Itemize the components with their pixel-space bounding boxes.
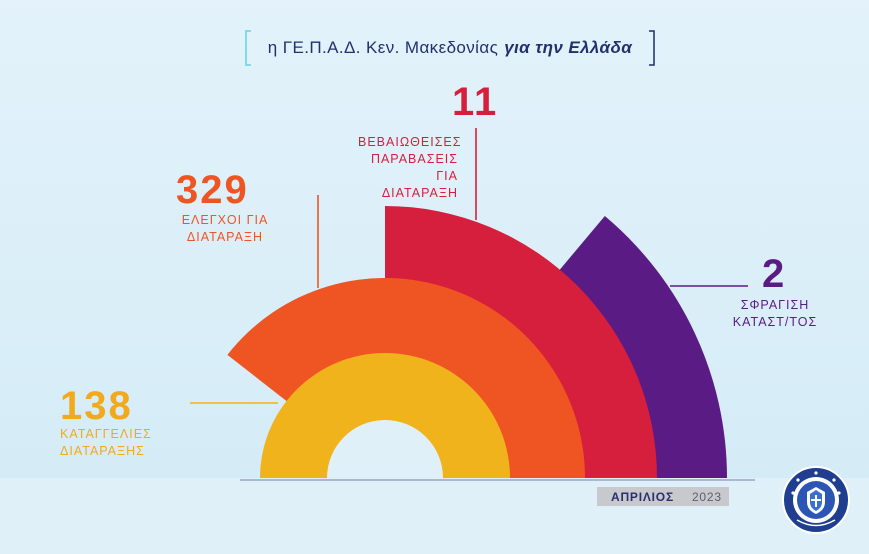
yellow-band [260,353,510,478]
label-line: ΚΑΤΑΣΤ/ΤΟΣ [732,315,818,329]
stat-value-violations: 11 [452,80,499,124]
stat-value-complaints: 138 [60,384,133,428]
stat-label-complaints: ΚΑΤΑΓΓΕΛΙΕΣ ΔΙΑΤΑΡΑΞΗΣ [60,426,152,460]
label-line: ΔΙΑΤΑΡΑΞΗ [186,230,264,244]
period-year: 2023 [691,489,722,504]
center-hole [327,420,443,478]
label-line: ΔΙΑΤΑΡΑΞΗΣ [60,444,145,458]
period-badge: ΑΠΡΙΛΙΟΣ 2023 [597,487,729,506]
baseline-mask [0,478,869,554]
label-line: ΕΛΕΓΧΟΙ ΓΙΑ [181,213,269,227]
label-line: ΓΙΑ ΔΙΑΤΑΡΑΞΗ [381,169,458,200]
stat-value-checks: 329 [176,168,249,212]
stat-label-violations: ΒΕΒΑΙΩΘΕΙΣΕΣ ΠΑΡΑΒΑΣΕΙΣ ΓΙΑ ΔΙΑΤΑΡΑΞΗ [358,134,462,202]
label-line: ΚΑΤΑΓΓΕΛΙΕΣ [60,427,152,441]
greek-police-emblem-icon [782,466,850,534]
title-banner: η ΓΕ.Π.Α.Δ. Κεν. Μακεδονίας για την Ελλά… [245,30,655,66]
title-prefix: η ΓΕ.Π.Α.Δ. Κεν. Μακεδονίας [267,38,499,57]
label-line: ΒΕΒΑΙΩΘΕΙΣΕΣ [358,135,462,149]
label-line: ΠΑΡΑΒΑΣΕΙΣ [370,152,458,166]
page-title: η ΓΕ.Π.Α.Δ. Κεν. Μακεδονίας για την Ελλά… [245,30,655,66]
stat-value-closures: 2 [762,252,787,296]
label-line: ΣΦΡΑΓΙΣΗ [740,298,810,312]
stat-label-closures: ΣΦΡΑΓΙΣΗ ΚΑΤΑΣΤ/ΤΟΣ [730,297,820,331]
period-month: ΑΠΡΙΛΙΟΣ [611,489,674,504]
title-emphasis: για την Ελλάδα [504,38,633,57]
title-frame [245,30,655,66]
stat-label-checks: ΕΛΕΓΧΟΙ ΓΙΑ ΔΙΑΤΑΡΑΞΗ [176,212,274,246]
